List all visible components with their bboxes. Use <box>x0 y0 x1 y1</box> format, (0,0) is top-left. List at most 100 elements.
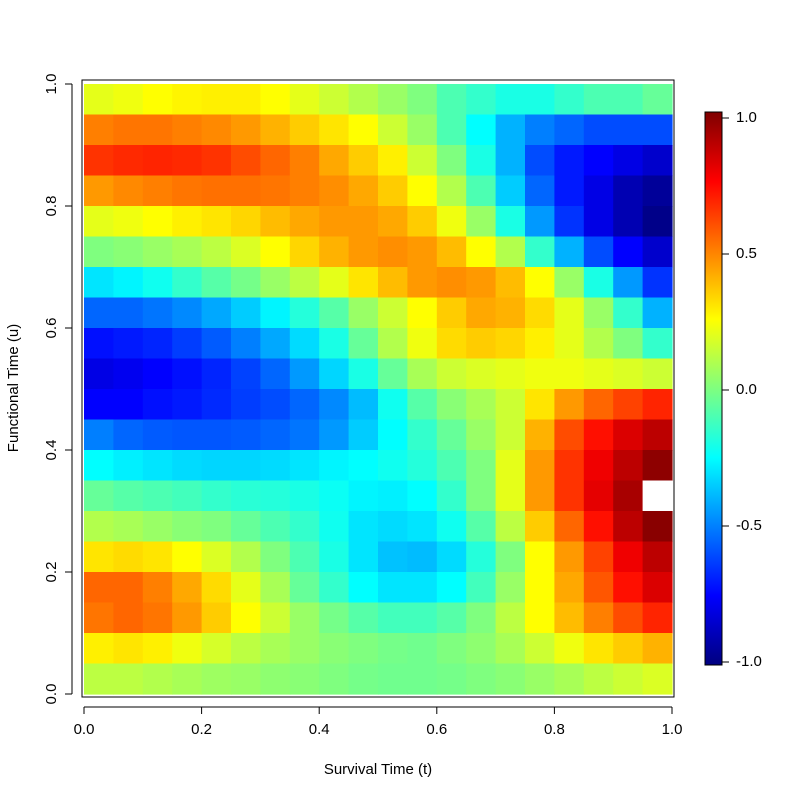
heat-cell <box>84 145 114 177</box>
heat-cell <box>348 267 379 299</box>
heat-cell <box>201 175 232 207</box>
heat-cell <box>260 236 291 268</box>
heat-cell <box>142 541 173 573</box>
y-tick-label: 0.0 <box>43 684 60 705</box>
heat-cell <box>407 663 438 695</box>
heat-cell <box>319 663 350 695</box>
heat-cell <box>172 450 203 482</box>
heat-cell <box>260 389 291 421</box>
heat-cell <box>289 267 320 299</box>
heat-cell <box>407 297 438 329</box>
heat-cell <box>554 572 585 604</box>
heat-cell <box>289 633 320 665</box>
heat-cell <box>525 389 555 421</box>
heat-cell <box>436 236 467 268</box>
heat-cell <box>84 267 114 299</box>
heat-cell <box>495 84 526 116</box>
heat-cell <box>525 633 555 665</box>
heat-cell <box>172 206 203 238</box>
heat-cell <box>525 145 555 177</box>
heat-cell <box>289 389 320 421</box>
heat-cell <box>583 267 614 299</box>
heat-cell <box>436 328 467 360</box>
heat-cell <box>613 84 644 116</box>
heat-cell <box>495 297 526 329</box>
heat-cell <box>613 236 644 268</box>
heat-cell <box>642 419 673 451</box>
heat-cell <box>319 419 350 451</box>
heat-cell <box>319 602 350 634</box>
heat-cell <box>583 84 614 116</box>
heat-cell <box>201 389 232 421</box>
heat-cell <box>378 297 408 329</box>
heat-cell <box>583 663 614 695</box>
heat-cell <box>525 328 555 360</box>
heat-cell <box>319 175 350 207</box>
heat-cell <box>113 267 144 299</box>
plot-frame <box>81 79 675 698</box>
heat-cell <box>583 633 614 665</box>
heat-cell <box>348 389 379 421</box>
heat-cell <box>260 450 291 482</box>
heat-cell <box>231 511 261 543</box>
heat-cell <box>319 267 350 299</box>
heat-cell <box>554 541 585 573</box>
heat-cell <box>172 541 203 573</box>
colorbar-tick-label: 0.5 <box>736 245 757 262</box>
heat-cell <box>289 358 320 390</box>
heat-cell <box>436 633 467 665</box>
heat-cell <box>289 84 320 116</box>
heat-cell <box>113 389 144 421</box>
heat-cell <box>201 236 232 268</box>
heat-cell <box>554 663 585 695</box>
heat-cell <box>466 633 497 665</box>
heat-cell <box>466 328 497 360</box>
heat-cell <box>319 328 350 360</box>
heat-cell <box>319 450 350 482</box>
heat-cell <box>407 84 438 116</box>
y-tick-label: 1.0 <box>43 74 60 95</box>
heat-cell <box>642 663 673 695</box>
heat-cell <box>613 663 644 695</box>
heat-cell <box>172 297 203 329</box>
heat-cell <box>348 175 379 207</box>
heat-cell <box>466 450 497 482</box>
heat-cell <box>583 236 614 268</box>
heat-cell <box>525 84 555 116</box>
heat-cell <box>407 389 438 421</box>
heat-cell <box>231 328 261 360</box>
heat-cell <box>142 511 173 543</box>
heat-cell <box>142 84 173 116</box>
heat-cell <box>113 419 144 451</box>
heat-cell <box>466 419 497 451</box>
heat-cell <box>260 145 291 177</box>
heat-cell <box>554 84 585 116</box>
heat-cell <box>113 541 144 573</box>
heat-cell <box>378 450 408 482</box>
heat-cell <box>642 480 673 512</box>
heat-cell <box>554 358 585 390</box>
heat-cell <box>642 267 673 299</box>
heat-cell <box>201 511 232 543</box>
heat-cell <box>319 572 350 604</box>
heat-cell <box>84 450 114 482</box>
heat-cell <box>583 114 614 146</box>
heat-cell <box>378 267 408 299</box>
heat-cell <box>378 328 408 360</box>
heat-cell <box>613 633 644 665</box>
heat-cell <box>583 541 614 573</box>
heat-cell <box>407 114 438 146</box>
heat-cell <box>260 663 291 695</box>
heat-cell <box>84 572 114 604</box>
heat-cell <box>407 328 438 360</box>
heat-cell <box>554 328 585 360</box>
heat-cell <box>201 206 232 238</box>
heat-cell <box>260 328 291 360</box>
heat-cell <box>142 297 173 329</box>
heat-cell <box>378 358 408 390</box>
heat-cell <box>348 511 379 543</box>
heat-cell <box>583 175 614 207</box>
heat-cell <box>113 328 144 360</box>
y-axis-label: Functional Time (u) <box>5 324 22 452</box>
heat-cell <box>495 602 526 634</box>
